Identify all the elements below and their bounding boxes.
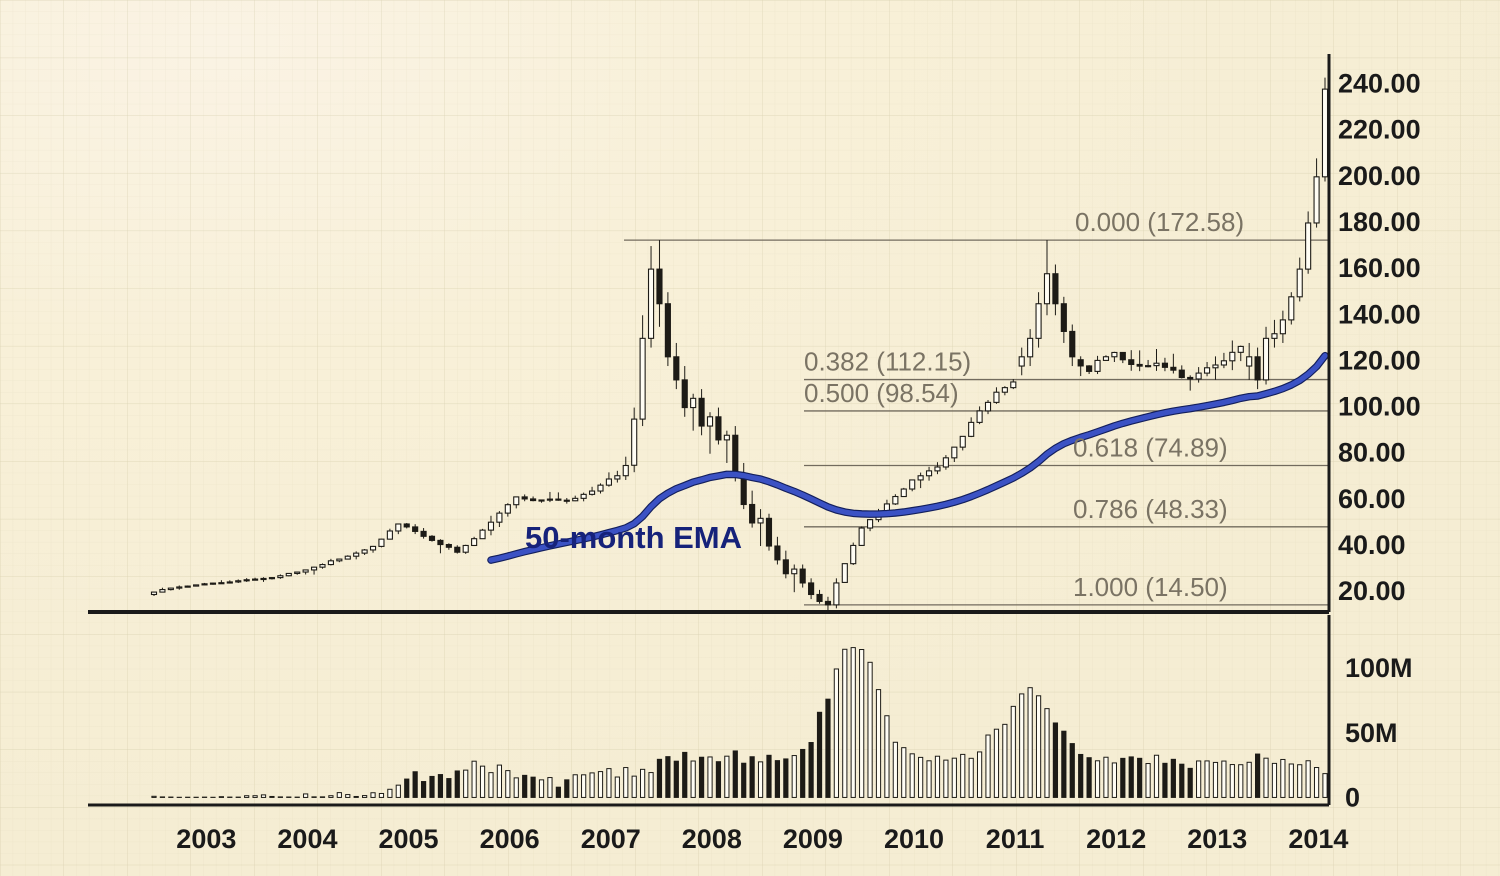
- svg-text:180.00: 180.00: [1338, 207, 1421, 237]
- svg-text:140.00: 140.00: [1338, 299, 1421, 329]
- svg-text:0.000 (172.58): 0.000 (172.58): [1075, 207, 1244, 237]
- svg-text:2014: 2014: [1288, 824, 1348, 854]
- svg-text:0.786 (48.33): 0.786 (48.33): [1073, 494, 1228, 524]
- svg-text:80.00: 80.00: [1338, 438, 1406, 468]
- svg-text:2011: 2011: [986, 824, 1045, 854]
- svg-text:2007: 2007: [581, 824, 641, 854]
- svg-text:120.00: 120.00: [1338, 345, 1421, 375]
- svg-text:0.618 (74.89): 0.618 (74.89): [1073, 433, 1228, 463]
- svg-text:2012: 2012: [1086, 824, 1146, 854]
- svg-text:60.00: 60.00: [1338, 484, 1406, 514]
- svg-text:50M: 50M: [1345, 718, 1398, 748]
- svg-text:240.00: 240.00: [1338, 69, 1421, 99]
- svg-text:2006: 2006: [480, 824, 540, 854]
- svg-text:2003: 2003: [176, 824, 236, 854]
- svg-text:160.00: 160.00: [1338, 253, 1421, 283]
- svg-text:1.000 (14.50): 1.000 (14.50): [1073, 572, 1228, 602]
- svg-text:220.00: 220.00: [1338, 115, 1421, 145]
- svg-text:200.00: 200.00: [1338, 161, 1421, 191]
- svg-text:2008: 2008: [682, 824, 742, 854]
- svg-text:50-month EMA: 50-month EMA: [525, 520, 742, 555]
- svg-text:0.500 (98.54): 0.500 (98.54): [804, 378, 959, 408]
- svg-text:2013: 2013: [1187, 824, 1247, 854]
- svg-text:20.00: 20.00: [1338, 576, 1406, 606]
- svg-text:2010: 2010: [884, 824, 944, 854]
- svg-text:100.00: 100.00: [1338, 392, 1421, 422]
- svg-text:2009: 2009: [783, 824, 843, 854]
- svg-text:0: 0: [1345, 782, 1360, 812]
- svg-text:2005: 2005: [379, 824, 439, 854]
- svg-text:100M: 100M: [1345, 653, 1413, 683]
- svg-text:40.00: 40.00: [1338, 530, 1406, 560]
- svg-text:0.382 (112.15): 0.382 (112.15): [804, 347, 971, 377]
- svg-text:2004: 2004: [277, 824, 337, 854]
